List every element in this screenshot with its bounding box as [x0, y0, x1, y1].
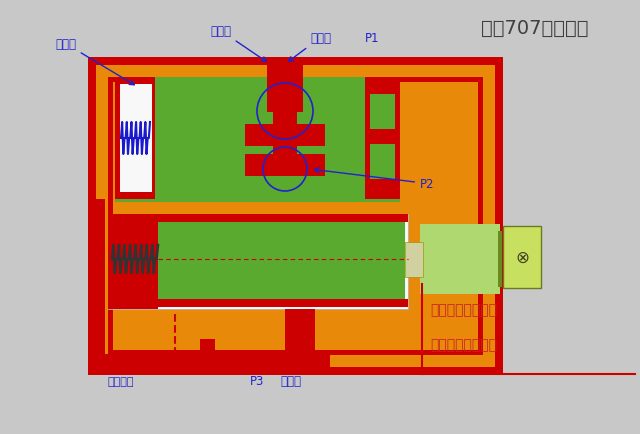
Bar	[115, 78, 400, 203]
Bar	[267, 58, 303, 113]
Bar	[495, 58, 503, 375]
Text: P2: P2	[314, 168, 435, 191]
Bar	[365, 78, 400, 200]
Bar	[88, 58, 96, 375]
Bar	[88, 367, 503, 375]
Bar	[120, 85, 152, 193]
Bar	[90, 200, 105, 314]
Bar	[200, 339, 215, 374]
Bar	[370, 95, 395, 130]
Bar	[108, 299, 408, 307]
Bar	[108, 214, 408, 309]
Bar	[88, 58, 503, 375]
Text: 化工707剪辑制作: 化工707剪辑制作	[481, 19, 589, 37]
Bar	[115, 78, 155, 200]
Bar	[498, 231, 502, 287]
Bar	[108, 78, 483, 355]
Bar	[108, 214, 158, 309]
Bar	[155, 90, 365, 190]
Bar	[108, 350, 483, 355]
Bar	[108, 214, 408, 223]
Text: 出油口: 出油口	[280, 374, 301, 387]
Bar	[108, 78, 483, 83]
Bar	[285, 309, 315, 369]
Bar	[370, 145, 395, 180]
Bar	[155, 220, 405, 301]
Bar	[90, 312, 105, 362]
Bar	[270, 354, 330, 369]
Bar	[478, 78, 483, 355]
Bar	[273, 100, 297, 174]
Bar	[245, 125, 325, 147]
Text: 当出口压力升高时: 当出口压力升高时	[430, 337, 497, 351]
Text: 节流口: 节流口	[55, 38, 134, 85]
Text: P3: P3	[250, 374, 264, 387]
Text: 泄露油口: 泄露油口	[108, 376, 134, 386]
Bar	[245, 155, 325, 177]
Bar	[503, 227, 541, 288]
Text: 当出口压力降底时: 当出口压力降底时	[430, 302, 497, 316]
Bar	[405, 243, 423, 277]
Bar	[88, 58, 503, 66]
Text: 进油口: 进油口	[289, 32, 331, 62]
Text: ⊗: ⊗	[515, 248, 529, 266]
Bar	[90, 354, 310, 369]
Bar	[420, 224, 500, 294]
Text: P1: P1	[365, 32, 380, 45]
Text: 减压口: 减压口	[210, 25, 266, 62]
Bar	[108, 78, 113, 355]
